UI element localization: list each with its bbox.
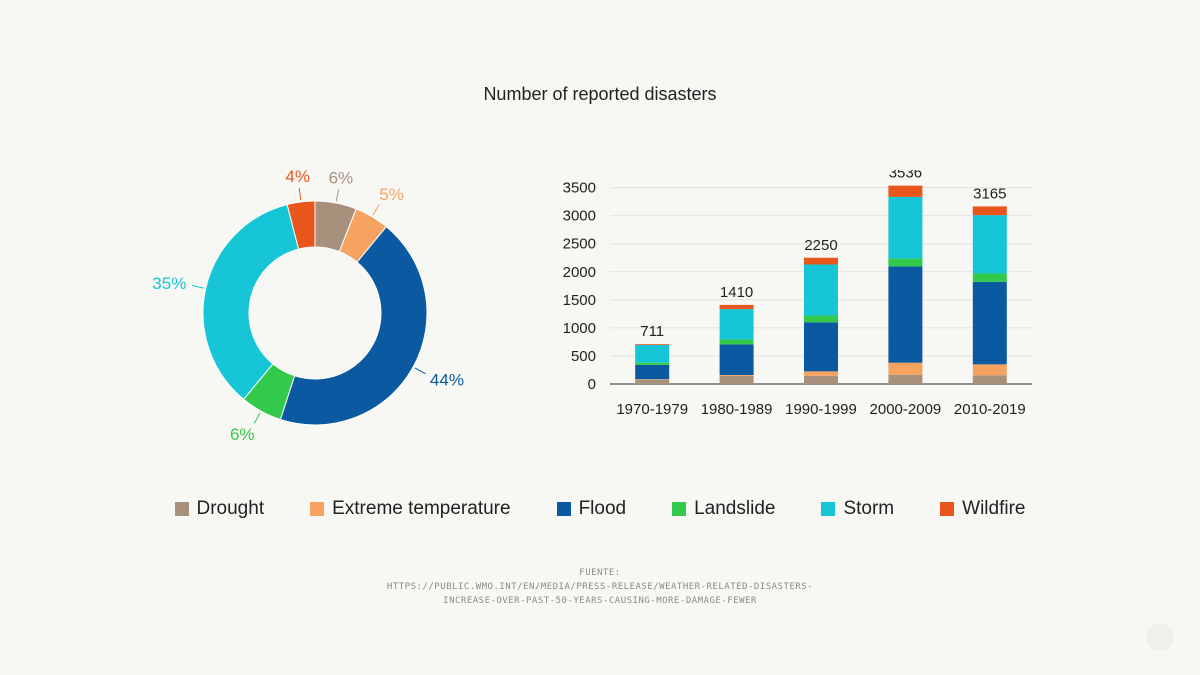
- y-tick-label: 500: [571, 348, 596, 365]
- bar-total-label: 2250: [804, 237, 837, 254]
- donut-chart: 6% 5% 44% 6% 35% 4%: [152, 167, 464, 444]
- bar-wildfire-1980-1989: [719, 304, 754, 310]
- bar-extreme-temperature-1990-1999: [804, 371, 838, 376]
- legend-label-wildfire: Wildfire: [962, 498, 1026, 519]
- donut-label-wildfire: 4%: [285, 167, 310, 186]
- bar-flood-2010-2019: [972, 281, 1007, 365]
- y-tick-label: 1000: [563, 320, 596, 337]
- bar-extreme-temperature-2000-2009: [888, 362, 923, 375]
- bar-landslide-2010-2019: [972, 273, 1007, 282]
- legend-label-landslide: Landslide: [694, 498, 776, 519]
- legend-label-extreme-temperature: Extreme temperature: [332, 498, 511, 519]
- bar-flood-1990-1999: [804, 322, 838, 372]
- source-heading: FUENTE:: [579, 568, 621, 578]
- x-tick-label: 2010-2019: [954, 401, 1026, 418]
- legend-item-wildfire: Wildfire: [940, 498, 1025, 520]
- donut-leader-landslide: [253, 412, 261, 424]
- donut-slice-storm: [202, 203, 300, 401]
- bar-drought-1970-1979: [635, 379, 670, 384]
- bar-drought-2010-2019: [972, 375, 1007, 384]
- donut-leader-drought: [335, 189, 340, 202]
- donut-slice-flood: [279, 225, 428, 426]
- legend-item-storm: Storm: [821, 498, 894, 520]
- bar-total-label: 3536: [889, 170, 922, 182]
- legend: Drought Extreme temperature Flood Landslide…: [0, 498, 1200, 520]
- legend-swatch-storm: [821, 502, 836, 516]
- legend-swatch-extreme-temperature: [310, 502, 325, 516]
- legend-item-extreme-temperature: Extreme temperature: [310, 498, 511, 520]
- bar-flood-1980-1989: [719, 344, 754, 376]
- bar-wildfire-1970-1979: [635, 344, 670, 345]
- y-tick-label: 3500: [563, 180, 596, 197]
- y-tick-label: 2000: [563, 264, 596, 281]
- y-tick-label: 2500: [563, 236, 596, 253]
- bar-flood-1970-1979: [635, 364, 670, 380]
- bar-storm-2000-2009: [888, 196, 923, 259]
- chart-title: Number of reported disasters: [483, 84, 717, 104]
- legend-item-drought: Drought: [174, 498, 265, 520]
- bar-landslide-1990-1999: [804, 315, 838, 323]
- bar-landslide-2000-2009: [888, 258, 923, 267]
- legend-swatch-flood: [556, 502, 571, 516]
- bar-total-label: 711: [640, 323, 664, 340]
- x-tick-label: 1980-1989: [701, 401, 773, 418]
- donut-label-flood: 44%: [430, 370, 464, 389]
- donut-leader-storm: [191, 285, 204, 289]
- bar-storm-1970-1979: [635, 344, 670, 363]
- x-tick-label: 2000-2009: [870, 401, 942, 418]
- donut-leader-wildfire: [298, 187, 302, 200]
- legend-item-flood: Flood: [556, 498, 627, 520]
- bar-drought-1980-1989: [719, 375, 754, 384]
- y-tick-label: 1500: [563, 292, 596, 309]
- legend-label-flood: Flood: [578, 498, 627, 519]
- donut-label-extreme-temperature: 5%: [379, 185, 404, 204]
- x-tick-label: 1970-1979: [616, 401, 688, 418]
- bar-storm-2010-2019: [972, 215, 1007, 274]
- legend-swatch-drought: [174, 502, 189, 516]
- donut-label-drought: 6%: [329, 168, 354, 187]
- bar-drought-1990-1999: [804, 375, 838, 384]
- bar-wildfire-2000-2009: [888, 185, 923, 197]
- stacked-bar-chart: 0 500 1000 1500 2000 2500 3000 3500 711 1970-1979…: [563, 170, 1032, 418]
- y-tick-label: 3000: [563, 208, 596, 225]
- legend-item-landslide: Landslide: [672, 498, 775, 520]
- source-note: FUENTE: HTTPS://PUBLIC.WMO.INT/EN/MEDIA/…: [0, 566, 1200, 608]
- legend-label-drought: Drought: [196, 498, 265, 519]
- bar-drought-2000-2009: [888, 374, 923, 384]
- bar-extreme-temperature-1980-1989: [719, 375, 754, 376]
- source-url-line-2: INCREASE-OVER-PAST-50-YEARS-CAUSING-MORE…: [443, 596, 757, 606]
- source-url-line-1: HTTPS://PUBLIC.WMO.INT/EN/MEDIA/PRESS-RE…: [386, 582, 814, 592]
- bar-extreme-temperature-2010-2019: [972, 364, 1007, 376]
- bar-storm-1980-1989: [719, 309, 754, 340]
- legend-label-storm: Storm: [843, 498, 895, 519]
- donut-slice-wildfire: [286, 200, 316, 250]
- legend-swatch-wildfire: [940, 502, 955, 516]
- bar-wildfire-2010-2019: [972, 206, 1007, 216]
- donut-label-landslide: 6%: [230, 425, 255, 444]
- bar-extreme-temperature-1970-1979: [635, 379, 670, 380]
- y-tick-label: 0: [588, 376, 596, 393]
- legend-swatch-landslide: [672, 502, 687, 516]
- donut-leader-flood: [414, 367, 426, 375]
- bar-landslide-1980-1989: [719, 339, 754, 345]
- bar-flood-2000-2009: [888, 266, 923, 363]
- bar-storm-1990-1999: [804, 264, 838, 316]
- watermark-logo: [1146, 623, 1174, 651]
- donut-label-storm: 35%: [152, 274, 186, 293]
- bar-total-label: 3165: [973, 185, 1006, 202]
- bar-landslide-1970-1979: [635, 362, 670, 365]
- x-tick-label: 1990-1999: [785, 401, 857, 418]
- donut-leader-extreme-temperature: [372, 204, 380, 216]
- bar-wildfire-1990-1999: [804, 257, 838, 265]
- bar-total-label: 1410: [720, 284, 753, 301]
